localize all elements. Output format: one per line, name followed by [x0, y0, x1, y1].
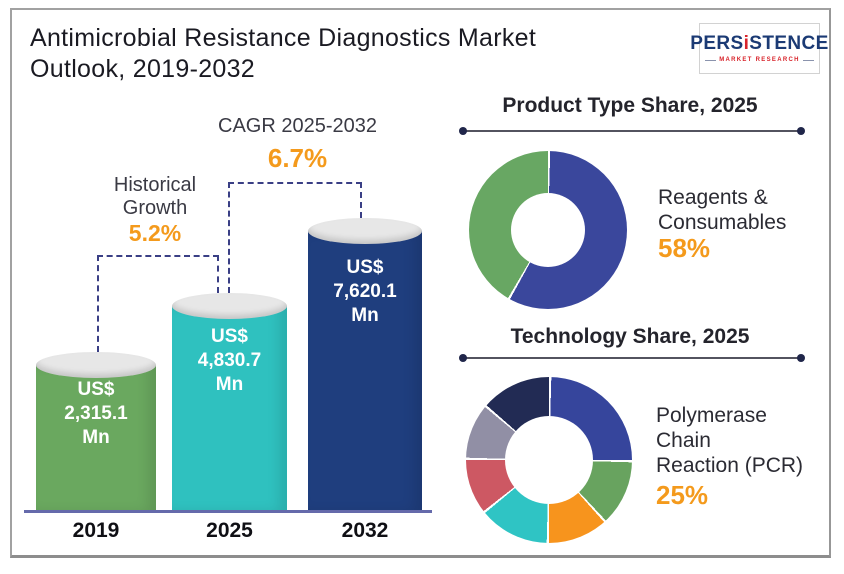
brand-logo-wordmark: PERSiSTENCE — [690, 34, 829, 54]
bar-2025-year-label: 2025 — [206, 519, 253, 542]
page-title: Antimicrobial Resistance Diagnostics Mar… — [30, 23, 630, 85]
historical-bracket-left — [97, 255, 99, 352]
technology-share-donut-hole — [505, 416, 593, 504]
technology-share-callout-line2: Chain — [656, 429, 711, 452]
bar-2032-top-ellipse — [308, 218, 422, 244]
brand-tagline: MARKET RESEARCH — [719, 57, 800, 63]
technology-share-callout-line3: Reaction (PCR) — [656, 454, 804, 477]
bar-2032: US$ 7,620.1 Mn 2032 — [308, 218, 422, 542]
bar-2032-value: US$ 7,620.1 Mn — [308, 256, 422, 328]
product-share-heading: Product Type Share, 2025 — [502, 94, 758, 117]
brand-logo: PERSiSTENCE MARKET RESEARCH — [690, 23, 828, 74]
bar-2019-value-unit: Mn — [82, 427, 110, 448]
bar-2032-value-currency: US$ — [346, 257, 384, 278]
cagr-bracket-right — [360, 182, 362, 218]
bar-2019-value: US$ 2,315.1 Mn — [36, 378, 156, 450]
historical-bracket-right — [217, 255, 219, 293]
bar-2019-top-ellipse — [36, 352, 156, 378]
bar-2032-body — [308, 231, 422, 512]
technology-share-heading: Technology Share, 2025 — [510, 325, 750, 348]
historical-growth-value: 5.2% — [128, 220, 182, 246]
product-share-callout-line1: Reagents & — [658, 186, 768, 209]
brand-text-pre: PERS — [690, 33, 744, 54]
product-share-divider — [459, 127, 805, 135]
bar-2032-value-amount: 7,620.1 — [333, 281, 397, 302]
cagr-label: CAGR 2025-2032 — [218, 115, 377, 137]
brand-text-i: i — [743, 33, 750, 54]
technology-share-donut — [466, 377, 632, 543]
product-share-callout-line2: Consumables — [658, 211, 787, 234]
bar-2025-value: US$ 4,830.7 Mn — [172, 325, 287, 397]
product-share-callout: Reagents & Consumables — [658, 185, 786, 235]
bar-2025: US$ 4,830.7 Mn 2025 — [172, 293, 287, 542]
bar-2032-value-unit: Mn — [351, 305, 379, 326]
technology-share-callout-line1: Polymerase — [656, 404, 767, 427]
technology-share-callout: Polymerase Chain Reaction (PCR) — [656, 403, 803, 478]
bar-2025-value-currency: US$ — [211, 326, 248, 347]
historical-growth-label: Historical Growth — [80, 174, 230, 220]
bar-2025-value-unit: Mn — [215, 374, 244, 395]
bar-2025-body — [172, 306, 287, 512]
page-title-line1: Antimicrobial Resistance Diagnostics Mar… — [30, 24, 537, 52]
page-title-line2: Outlook, 2019-2032 — [30, 55, 256, 83]
bar-2032-year-label: 2032 — [341, 519, 389, 542]
technology-share-value: 25% — [656, 480, 709, 510]
bar-2019-value-currency: US$ — [77, 379, 115, 400]
bar-2019-value-amount: 2,315.1 — [64, 403, 128, 424]
brand-tagline-row: MARKET RESEARCH — [705, 57, 814, 63]
brand-text-post: STENCE — [749, 33, 829, 54]
tagline-rule-right — [802, 59, 814, 61]
product-share-value: 58% — [658, 233, 711, 263]
bar-2025-value-amount: 4,830.7 — [197, 350, 262, 371]
cagr-value: 6.7% — [267, 143, 328, 173]
cagr-bracket-horizontal — [228, 182, 362, 184]
product-share-donut-hole — [511, 193, 585, 267]
bar-2019: US$ 2,315.1 Mn 2019 — [36, 352, 156, 542]
technology-share-divider — [459, 354, 805, 362]
bar-chart-baseline — [24, 510, 432, 513]
bar-2019-year-label: 2019 — [72, 519, 120, 542]
historical-label-line2: Growth — [122, 197, 188, 219]
product-share-donut — [469, 151, 627, 309]
cagr-bracket-left — [228, 182, 230, 293]
historical-bracket-horizontal — [97, 255, 219, 257]
bar-2025-top-ellipse — [172, 293, 287, 319]
tagline-rule-left — [705, 59, 717, 61]
bar-2019-body — [36, 365, 156, 512]
historical-label-line1: Historical — [113, 174, 197, 196]
